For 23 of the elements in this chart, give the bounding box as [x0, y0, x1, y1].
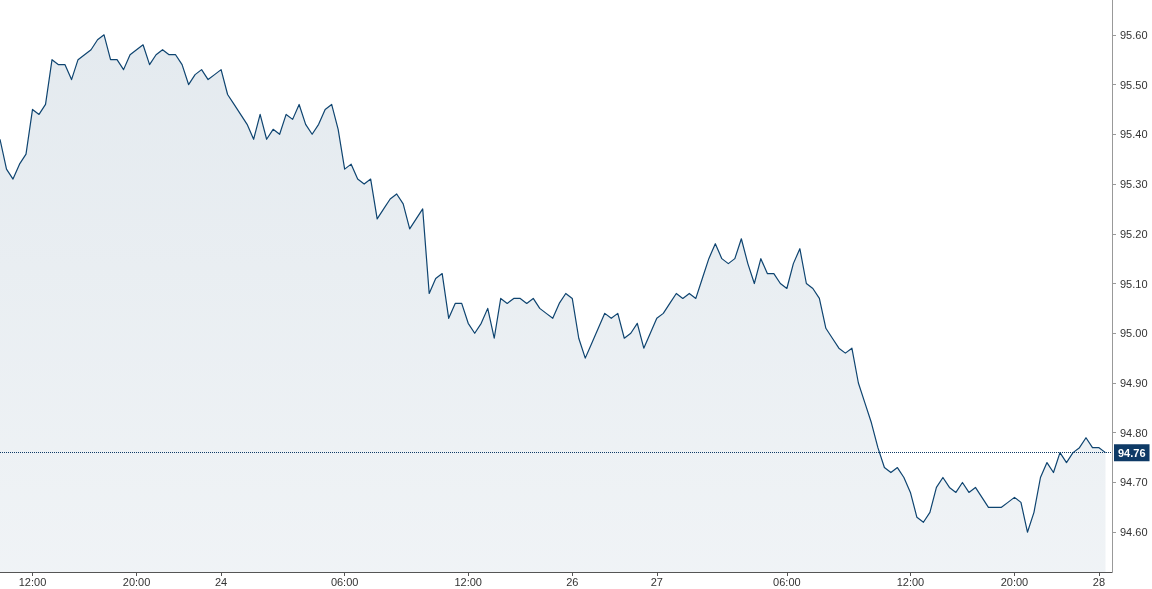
- x-tick-label: 12:00: [896, 575, 925, 588]
- x-tick-label: 26: [566, 575, 579, 588]
- x-tick-label: 06:00: [773, 575, 801, 588]
- y-tick-label: 95.10: [1120, 277, 1148, 290]
- x-tick-label: 12:00: [18, 575, 47, 588]
- y-tick-label: 94.80: [1120, 426, 1148, 439]
- y-tick-label: 95.30: [1120, 178, 1148, 191]
- y-tick-label: 95.60: [1120, 28, 1148, 41]
- y-tick-label: 95.40: [1120, 128, 1148, 141]
- y-tick-label: 94.60: [1120, 526, 1148, 539]
- x-tick-label: 20:00: [1000, 575, 1029, 588]
- x-tick-label: 06:00: [330, 575, 359, 588]
- x-tick-label: 28: [1092, 575, 1106, 588]
- y-tick-label: 95.50: [1120, 78, 1148, 91]
- x-tick-label: 24: [214, 575, 228, 588]
- x-tick-label: 20:00: [122, 575, 151, 588]
- x-tick-label: 12:00: [454, 575, 482, 588]
- y-tick-label: 94.70: [1120, 476, 1148, 489]
- ref-line-label: 94.76: [1118, 446, 1146, 459]
- x-tick-label: 27: [650, 575, 663, 588]
- y-tick-label: 95.00: [1120, 327, 1148, 340]
- y-tick-label: 94.90: [1120, 376, 1148, 389]
- y-tick-label: 95.20: [1120, 227, 1148, 240]
